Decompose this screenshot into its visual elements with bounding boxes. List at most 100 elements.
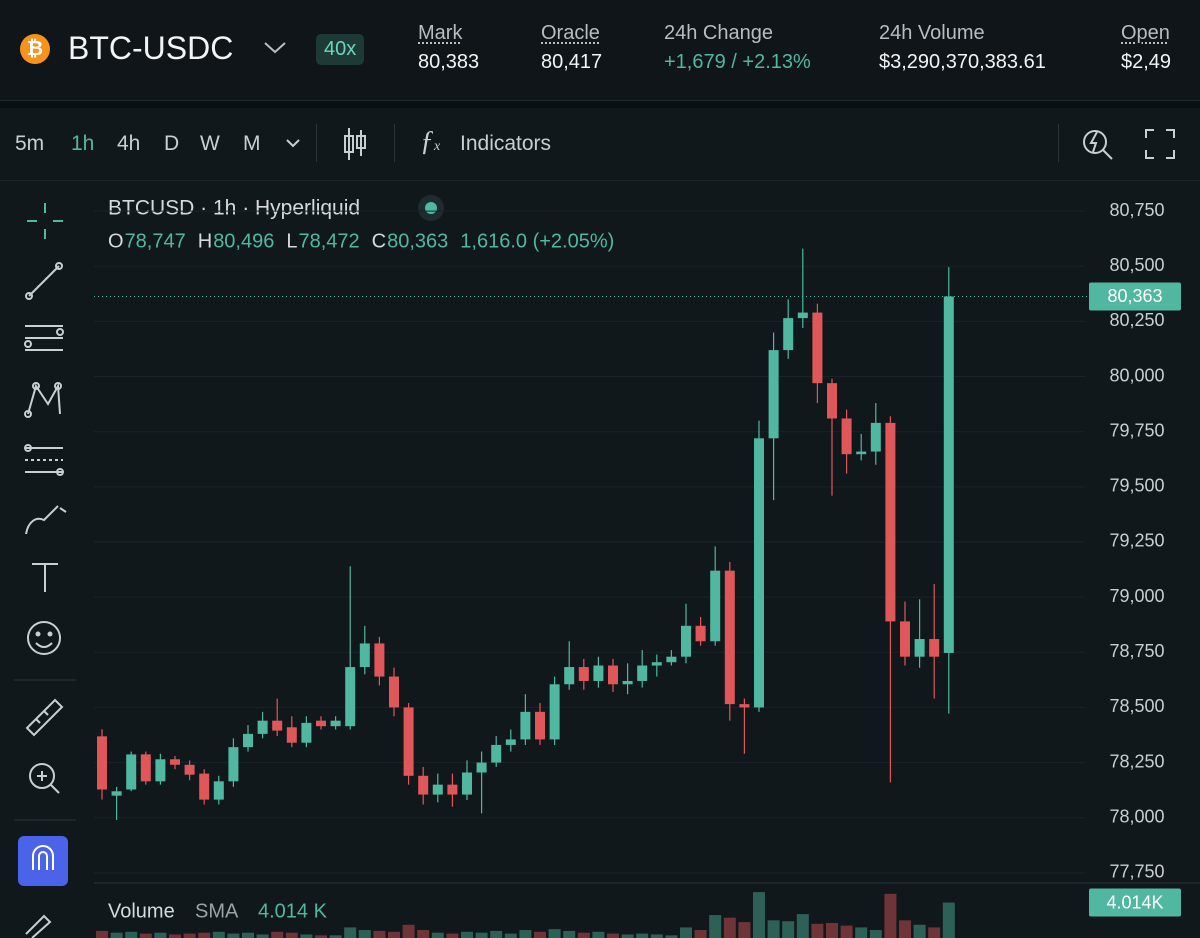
line-tool[interactable] xyxy=(25,262,63,300)
candle-body xyxy=(111,791,122,796)
volume-bar xyxy=(767,920,780,938)
interval[interactable]: 5m xyxy=(15,132,45,155)
volume-last-box xyxy=(1089,888,1181,917)
interval[interactable]: M xyxy=(243,132,261,155)
volume-bar xyxy=(928,927,941,938)
volume-bar xyxy=(577,932,590,938)
candle-body xyxy=(243,733,253,748)
lock-tool[interactable] xyxy=(25,914,52,938)
symbol-caret[interactable] xyxy=(262,38,288,58)
candle-body xyxy=(710,570,721,642)
forecast-tool[interactable] xyxy=(24,444,64,476)
brush-tool[interactable] xyxy=(25,505,67,535)
candle-body xyxy=(330,720,341,727)
fx-icon[interactable]: ƒx xyxy=(420,126,441,157)
toolbar: 5m 1h 4h D W M ƒx Indicators xyxy=(0,108,1200,180)
market-header: ₿ BTC-USDC 40x Mark 80,383 Oracle 80,417 2… xyxy=(0,0,1200,101)
fib-tool[interactable] xyxy=(24,325,64,351)
y-tick-label: 80,750 xyxy=(1109,200,1164,220)
candle-body xyxy=(126,754,137,790)
volume-bar xyxy=(826,922,838,938)
candle-body xyxy=(739,704,750,708)
volume-bar xyxy=(417,930,430,938)
volume-bar xyxy=(869,930,882,938)
stat: Open $2,49 xyxy=(1121,22,1171,74)
chart-title: BTCUSD · 1h · Hyperliquid xyxy=(108,197,360,220)
pattern-tool[interactable] xyxy=(24,382,62,418)
magnet-icon xyxy=(32,845,54,870)
volume-bar xyxy=(212,931,225,938)
volume-bar xyxy=(796,914,809,938)
candle-body xyxy=(929,639,940,657)
candle-body xyxy=(914,639,925,657)
volume-bar xyxy=(402,924,415,938)
chart-type-icon[interactable] xyxy=(340,126,370,162)
candle-body xyxy=(432,784,443,795)
volume-bar xyxy=(636,933,649,938)
fullscreen-icon[interactable] xyxy=(1144,128,1176,160)
volume-bar xyxy=(504,933,517,938)
volume-bar xyxy=(548,929,561,938)
y-tick-label: 78,500 xyxy=(1109,696,1164,716)
ohlc-label: H xyxy=(198,230,212,252)
candle-body xyxy=(637,665,648,681)
volume-label: Volume xyxy=(108,900,175,922)
candles xyxy=(96,248,955,938)
interval[interactable]: D xyxy=(164,132,180,155)
last-price-box xyxy=(1089,282,1181,311)
candle-body xyxy=(184,764,195,775)
volume-bar xyxy=(431,932,444,938)
stat-value: 80,383 xyxy=(418,51,480,73)
indicators[interactable]: Indicators xyxy=(460,132,552,155)
alert-icon[interactable] xyxy=(1080,126,1116,162)
leverage[interactable]: 40x xyxy=(316,34,365,65)
candle-body xyxy=(286,727,297,743)
volume-bar xyxy=(373,930,386,938)
interval-caret[interactable] xyxy=(284,136,302,150)
volume-bar xyxy=(592,931,605,938)
last-price-label: 80,363 xyxy=(1107,286,1162,306)
y-tick-label: 78,250 xyxy=(1109,751,1164,771)
volume-bar xyxy=(388,931,400,938)
volume-bar xyxy=(461,931,473,938)
volume-bar xyxy=(490,930,503,938)
volume-bar xyxy=(183,933,196,938)
volume-bar xyxy=(315,935,327,938)
candle-body xyxy=(870,422,881,452)
emoji-tool[interactable] xyxy=(27,621,61,655)
candle-body xyxy=(593,665,604,681)
stat-label: Open xyxy=(1121,22,1170,44)
crosshair-tool[interactable] xyxy=(27,203,63,239)
volume-bar xyxy=(329,935,342,938)
candle-body xyxy=(199,773,210,800)
toolbar-border xyxy=(0,180,1200,181)
candle-body xyxy=(622,680,633,685)
y-tick-label: 77,750 xyxy=(1109,862,1164,882)
volume-bar xyxy=(534,931,546,938)
divider xyxy=(1058,124,1059,162)
stat-value: $3,290,370,383.61 xyxy=(879,51,1046,73)
volume-bar xyxy=(913,924,926,938)
magnet-tool[interactable] xyxy=(18,836,68,886)
y-tick-label: 78,750 xyxy=(1109,641,1164,661)
zoom-tool[interactable] xyxy=(29,763,60,794)
candle-body xyxy=(783,318,794,351)
stat-label: Mark xyxy=(418,22,463,44)
stat-value: +1,679 / +2.13% xyxy=(664,51,811,73)
interval[interactable]: W xyxy=(200,132,220,155)
candle-body xyxy=(272,720,283,731)
volume-bar xyxy=(344,927,357,938)
ruler-tool[interactable] xyxy=(25,698,64,737)
candle-body xyxy=(768,350,779,439)
candle-body xyxy=(301,722,312,743)
candle-body xyxy=(418,775,429,795)
text-tool[interactable] xyxy=(32,563,58,592)
volume-bar xyxy=(358,930,371,938)
volume-bar xyxy=(154,932,167,938)
interval[interactable]: 4h xyxy=(117,132,141,155)
interval[interactable]: 1h xyxy=(71,132,95,155)
divider xyxy=(316,124,317,162)
symbol[interactable]: BTC-USDC xyxy=(68,30,234,66)
ohlc-value: 78,472 xyxy=(298,230,359,252)
